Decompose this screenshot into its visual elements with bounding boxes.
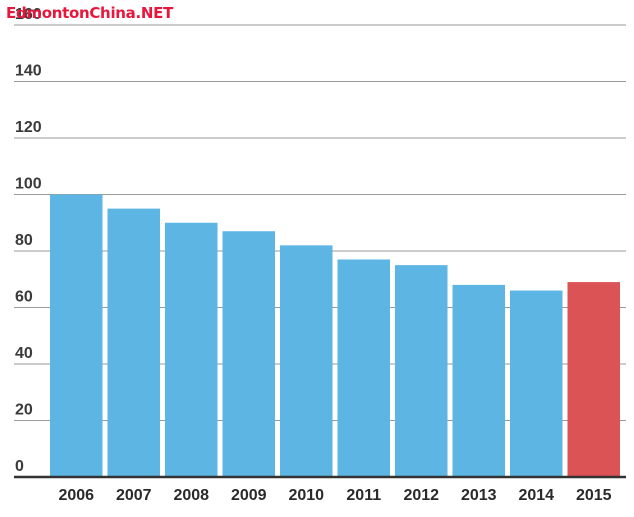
bars — [50, 194, 620, 477]
y-tick-label: 80 — [15, 232, 33, 249]
bar-2012 — [395, 265, 448, 477]
x-tick-label-2009: 2009 — [231, 487, 267, 504]
bar-2013 — [452, 284, 505, 477]
y-tick-label: 120 — [15, 119, 42, 136]
bar-2010 — [280, 245, 333, 477]
y-tick-label: 160 — [15, 6, 42, 23]
bar-2014 — [510, 290, 563, 477]
y-axis-ticks: 0 20 40 60 80 100 120 140 160 — [15, 6, 42, 475]
x-tick-label-2012: 2012 — [403, 487, 439, 504]
y-tick-label: 100 — [15, 176, 42, 193]
y-tick-label: 20 — [15, 402, 33, 419]
x-tick-label-2011: 2011 — [346, 487, 381, 504]
bar-2006 — [50, 194, 103, 477]
y-tick-label: 0 — [15, 458, 24, 475]
x-tick-label-2007: 2007 — [116, 487, 152, 504]
x-tick-label-2008: 2008 — [173, 487, 209, 504]
y-tick-label: 140 — [15, 63, 42, 80]
x-tick-label-2006: 2006 — [58, 487, 94, 504]
bar-2008 — [165, 222, 218, 477]
bar-2007 — [107, 208, 160, 477]
y-tick-label: 60 — [15, 289, 33, 306]
x-tick-label-2014: 2014 — [518, 487, 554, 504]
x-tick-label-2015: 2015 — [576, 487, 612, 504]
x-tick-label-2010: 2010 — [288, 487, 324, 504]
watermark-logo: EdmontonChina.NET — [6, 4, 174, 22]
y-tick-label: 40 — [15, 345, 33, 362]
x-tick-label-2013: 2013 — [461, 487, 497, 504]
bar-2011 — [337, 259, 390, 477]
x-axis-ticks: 2006 2007 2008 2009 2010 2011 2012 2013 2014 2015 — [58, 487, 611, 504]
bar-2015 — [567, 282, 620, 477]
bar-2009 — [222, 231, 275, 477]
